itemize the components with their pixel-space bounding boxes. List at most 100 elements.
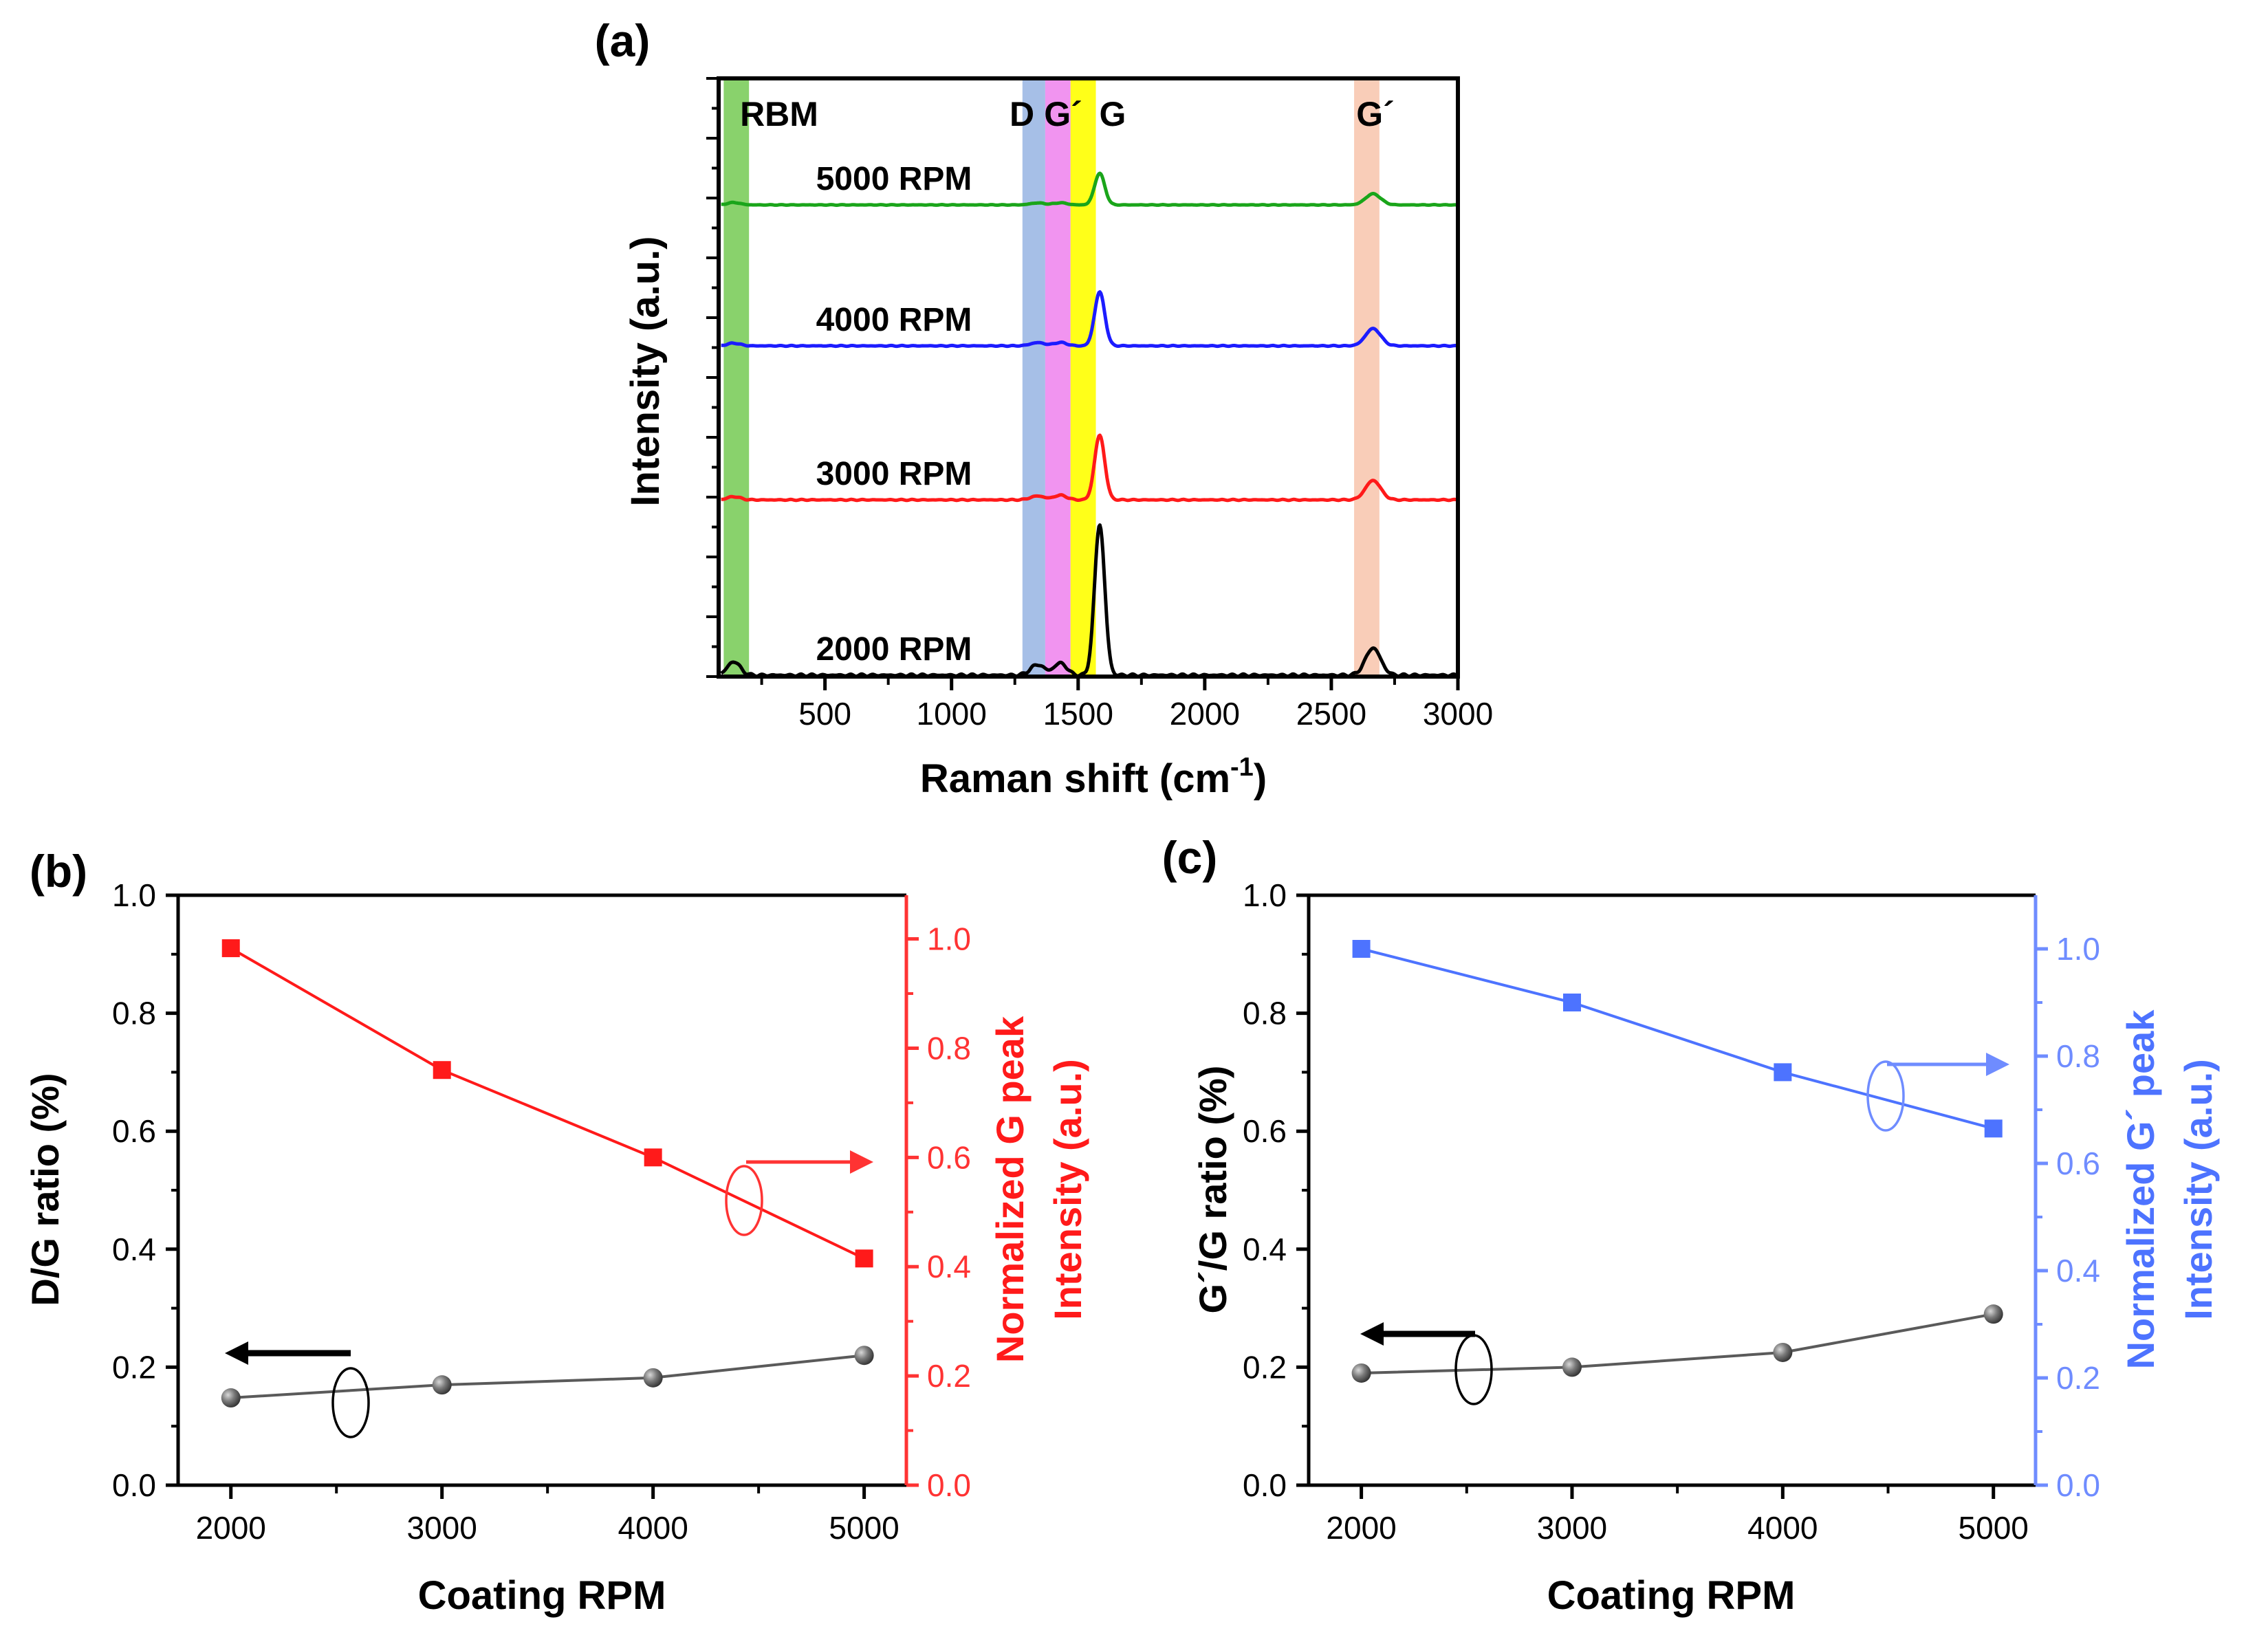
x-tick-label: 2000 [196,1510,266,1546]
y-tick-label: 0.4 [112,1231,156,1267]
axis-annotations-c [1360,1053,2009,1405]
y-tick-label: 0.8 [1243,996,1287,1031]
band-3 [1070,80,1096,675]
x-tick-label: 500 [798,696,851,732]
series-line-1 [1361,947,1994,1130]
x-axis-ticks-c: 2000 3000 4000 5000 [1326,1485,2029,1546]
series-b [221,939,874,1408]
data-point [1984,1119,2003,1138]
trace-label-1: 4000 RPM [816,302,972,338]
y-axis-label-left-c: G´/G ratio (%) [1191,1066,1234,1314]
series-c [1351,940,2003,1383]
y-axis-label-left-b: D/G ratio (%) [23,1073,67,1306]
y-tick-label: 0.8 [112,996,156,1031]
left-axis-indicator-ellipse [331,1367,370,1438]
x-tick-label: 2500 [1296,696,1366,732]
y-tick-label: 0.6 [112,1113,156,1149]
y-right-tick-label: 0.8 [927,1030,971,1066]
data-point [1352,940,1371,958]
right-axis-arrowhead [850,1150,873,1174]
data-point [643,1368,663,1388]
raman-bands [723,80,1380,675]
panel-b: (b) 2000 3000 4000 5000 0.00.20.40.60.81.0 … [23,846,1089,1618]
x-tick-label: 2000 [1170,696,1240,732]
x-axis-label-b: Coating RPM [418,1573,666,1618]
y-axis-label-right-b-2: Intensity (a.u.) [1046,1059,1089,1320]
y-tick-label: 0.2 [1243,1349,1287,1385]
band-4 [1354,80,1380,675]
data-point [1983,1304,2003,1324]
y-right-tick-label: 0.2 [927,1358,971,1394]
y-axis-left-ticks-c: 0.0 0.2 0.4 0.6 0.8 1.0 [1243,877,1309,1503]
series-line-0 [230,1354,864,1399]
x-tick-label: 1000 [917,696,987,732]
trace-label-3: 2000 RPM [816,631,972,668]
band-0 [723,80,750,675]
trace-4000-rpm [720,290,1459,349]
x-tick-label: 4000 [618,1510,688,1546]
right-axis-indicator-ellipse [1866,1060,1905,1132]
panel-a-label: (a) [595,15,651,66]
x-tick-label: 3000 [1537,1510,1607,1546]
x-tick-label: 4000 [1747,1510,1818,1546]
right-axis-arrowhead [1986,1053,2009,1076]
y-right-tick-label: 1.0 [2056,931,2100,967]
y-axis-left-ticks-b: 0.0 0.2 0.4 0.6 0.8 1.0 [112,877,178,1503]
data-point [432,1375,452,1395]
band-label-0: RBM [740,95,818,133]
trace-label-0: 5000 RPM [816,161,972,197]
band-label-1: D [1010,95,1034,133]
y-tick-label: 1.0 [112,877,156,913]
y-axis-label-right-c-1: Normalized G´ peak [2119,1009,2162,1370]
band-label-4: G´ [1356,95,1395,133]
x-axis-label-c: Coating RPM [1547,1573,1796,1618]
y-tick-label: 0.0 [112,1467,156,1503]
data-point [1562,1357,1582,1377]
left-axis-arrowhead [225,1341,248,1365]
data-point [433,1061,451,1079]
y-right-tick-label: 0.4 [2056,1253,2100,1289]
raman-band-labels: RBM D G´ G G´ [740,95,1395,133]
band-label-2: G´ [1044,95,1082,133]
trace-3000-rpm [720,433,1459,503]
x-tick-label: 5000 [829,1510,899,1546]
data-point [1562,994,1581,1011]
y-right-tick-label: 0.8 [2056,1038,2100,1074]
data-point [644,1148,662,1167]
x-tick-label: 1500 [1043,696,1113,732]
x-axis-label-a: Raman shift (cm-1) [920,753,1267,801]
y-right-tick-label: 0.6 [927,1139,971,1175]
x-tick-label: 5000 [1959,1510,2029,1546]
data-point [854,1346,874,1366]
y-tick-label: 1.0 [1243,877,1287,913]
y-tick-label: 0.4 [1243,1231,1287,1267]
y-axis-label-a: Intensity (a.u.) [623,236,668,506]
y-axis-right-ticks-b: 0.0 0.2 0.4 0.6 0.8 1.0 [906,921,971,1503]
axis-annotations-b [225,1150,873,1438]
panel-a: (a) RBM D G´ G G´ 5000 RPM 4000 RPM 3000 RPM 20… [595,15,1494,801]
y-tick-label: 0.2 [112,1349,156,1385]
y-tick-label: 0.6 [1243,1113,1287,1149]
y-axis-label-right-b-1: Normalized G peak [988,1016,1032,1363]
left-axis-arrowhead [1360,1322,1384,1346]
y-right-tick-label: 0.0 [2056,1467,2100,1503]
y-right-tick-label: 0.2 [2056,1360,2100,1396]
y-axis-ticks-a [706,77,719,678]
panel-b-label: (b) [30,846,87,897]
trace-5000-rpm [720,171,1459,207]
series-line-0 [1361,1313,1994,1374]
x-tick-label: 2000 [1326,1510,1396,1546]
x-axis-ticks-b: 2000 3000 4000 5000 [196,1485,899,1546]
right-axis-indicator-ellipse [725,1165,763,1236]
trace-label-2: 3000 RPM [816,456,972,492]
y-right-tick-label: 1.0 [927,921,971,957]
data-point [221,939,240,958]
x-axis-ticks-a: 500 1000 1500 2000 2500 3000 [760,677,1493,732]
raman-trace-labels: 5000 RPM 4000 RPM 3000 RPM 2000 RPM [816,161,972,668]
data-point [1774,1063,1792,1082]
data-point [1351,1363,1371,1383]
data-point [855,1249,873,1268]
band-label-3: G [1100,95,1126,133]
band-1 [1022,80,1045,675]
